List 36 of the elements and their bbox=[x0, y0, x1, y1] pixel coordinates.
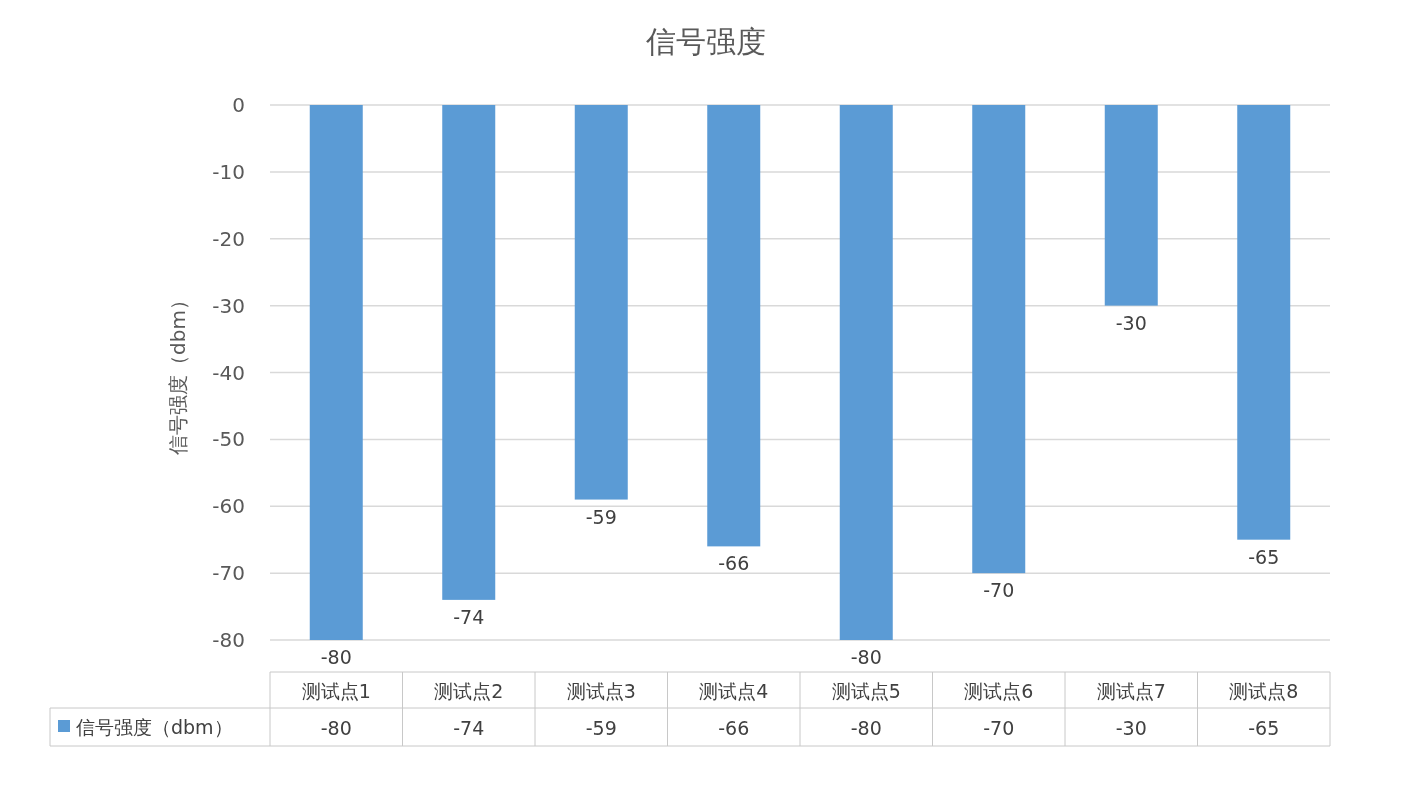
y-tick-label: -20 bbox=[212, 226, 245, 251]
x-tick-label: 测试点2 bbox=[434, 680, 504, 702]
x-tick-label: 测试点5 bbox=[831, 680, 901, 702]
annotation: -59 bbox=[585, 505, 617, 528]
data-label: -30 bbox=[1115, 717, 1147, 739]
y-tick-label: -50 bbox=[212, 427, 245, 452]
annotation: -70 bbox=[983, 579, 1015, 602]
x-tick-label: 测试点8 bbox=[1229, 680, 1299, 702]
y-tick-label: -10 bbox=[212, 159, 245, 184]
data-label: -74 bbox=[453, 717, 485, 739]
y-tick-label: -70 bbox=[212, 561, 245, 586]
chart-title: 信号强度 bbox=[646, 24, 766, 59]
data-label: -80 bbox=[850, 717, 882, 739]
legend-label: 信号强度（dbm） bbox=[76, 716, 233, 738]
y-tick-label: -40 bbox=[212, 360, 245, 385]
x-tick-label: 测试点1 bbox=[301, 680, 371, 702]
annotation: -80 bbox=[850, 646, 882, 668]
x-tick-label: 测试点6 bbox=[964, 680, 1034, 702]
y-axis-title: 信号强度（dbm） bbox=[166, 290, 190, 455]
y-tick-label: 0 bbox=[232, 93, 245, 117]
data-label: -59 bbox=[585, 717, 617, 739]
x-tick-label: 测试点4 bbox=[699, 680, 769, 702]
data-label: -80 bbox=[320, 717, 352, 739]
y-tick-label: -30 bbox=[212, 293, 245, 318]
data-label: -65 bbox=[1248, 717, 1280, 739]
annotation: -66 bbox=[718, 552, 750, 575]
x-tick-label: 测试点7 bbox=[1096, 680, 1166, 702]
data-label: -70 bbox=[983, 717, 1015, 739]
y-tick-label: -80 bbox=[212, 628, 245, 652]
y-tick-label: -60 bbox=[212, 494, 245, 519]
x-tick-label: 测试点3 bbox=[566, 680, 636, 702]
data-label: -66 bbox=[718, 717, 750, 739]
annotation: -80 bbox=[320, 646, 352, 668]
annotation: -65 bbox=[1248, 545, 1280, 568]
annotation: -30 bbox=[1115, 311, 1147, 334]
annotation: -74 bbox=[453, 605, 485, 628]
